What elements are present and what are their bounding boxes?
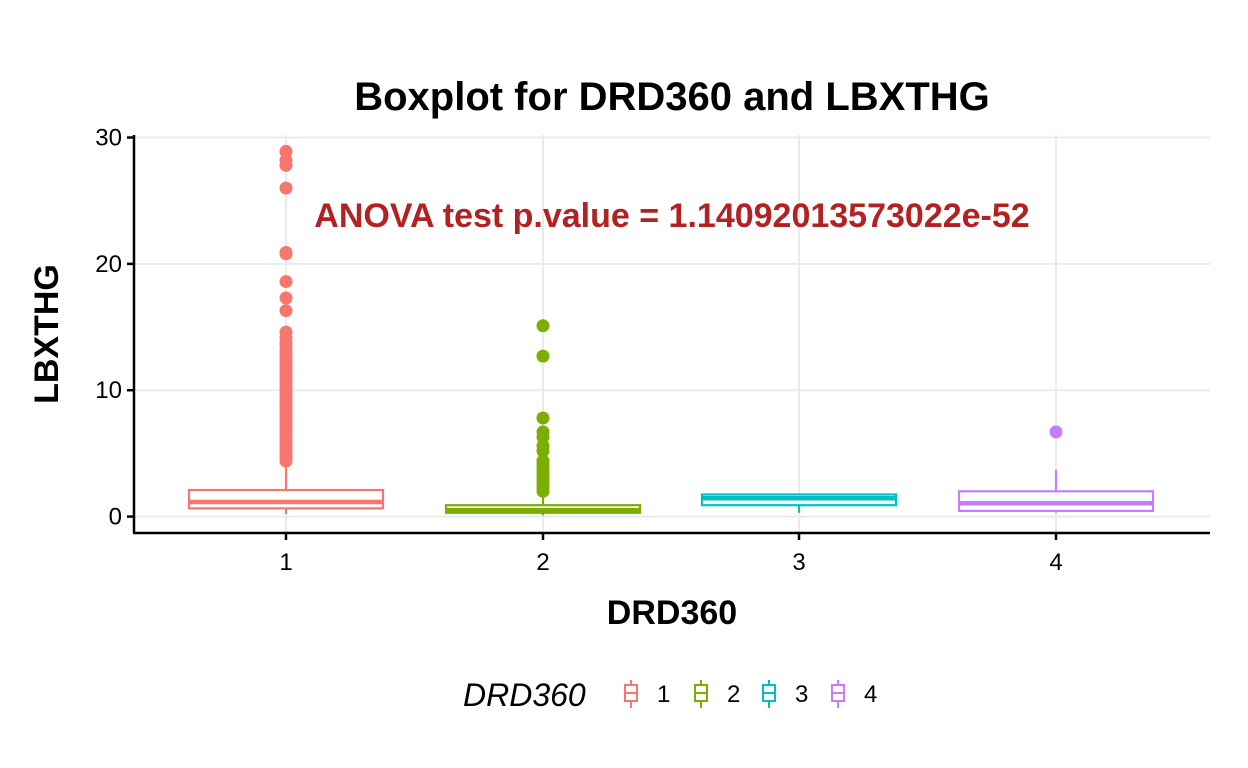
legend-title: DRD360 [463,677,586,713]
outlier-point [536,484,550,498]
legend-key-icon [762,680,776,708]
boxplots [187,144,1155,516]
legend-key-icon [694,680,708,708]
outlier-point [279,181,293,195]
y-tick-label: 20 [95,251,122,278]
x-axis-title: DRD360 [607,594,737,632]
y-axis-title: LBXTHG [28,264,66,404]
outlier-point [536,411,550,425]
legend-item-3: 3 [762,680,808,708]
legend-label: 3 [795,681,808,708]
x-tick-label: 3 [792,549,805,576]
x-tick-label: 1 [279,549,292,576]
chart-title: Boxplot for DRD360 and LBXTHG [354,75,990,119]
legend-label: 1 [657,681,670,708]
legend-item-1: 1 [624,680,670,708]
outlier-point [279,291,293,305]
x-tick-label: 2 [536,549,549,576]
box [187,488,385,510]
outlier-point [536,319,550,333]
outlier-point [279,304,293,318]
outlier-point [1049,425,1063,439]
legend: DRD360 1 2 3 4 [463,677,877,713]
grid [134,135,1210,533]
boxplot-4 [957,425,1155,513]
legend-label: 4 [864,681,877,708]
axes [127,135,1210,540]
legend-item-4: 4 [831,680,877,708]
outlier-point [279,454,293,468]
legend-key-icon [831,680,845,708]
outlier-point [279,247,293,261]
legend-label: 2 [727,681,740,708]
boxplot-3 [700,493,898,513]
outlier-point [536,349,550,363]
legend-item-2: 2 [694,680,740,708]
legend-items: 1 2 3 4 [624,680,877,708]
tick-labels: 0 10 20 30 1 2 3 4 [95,125,1062,576]
boxplot-1 [187,144,385,515]
y-tick-label: 30 [95,125,122,152]
x-tick-label: 4 [1049,549,1062,576]
boxplot-2 [444,319,642,516]
anova-annotation: ANOVA test p.value = 1.14092013573022e-5… [314,197,1029,235]
outlier-point [279,275,293,289]
outlier-point [279,158,293,172]
legend-key-icon [624,680,638,708]
outlier-point [536,444,550,458]
y-tick-label: 10 [95,377,122,404]
y-tick-label: 0 [109,504,122,531]
